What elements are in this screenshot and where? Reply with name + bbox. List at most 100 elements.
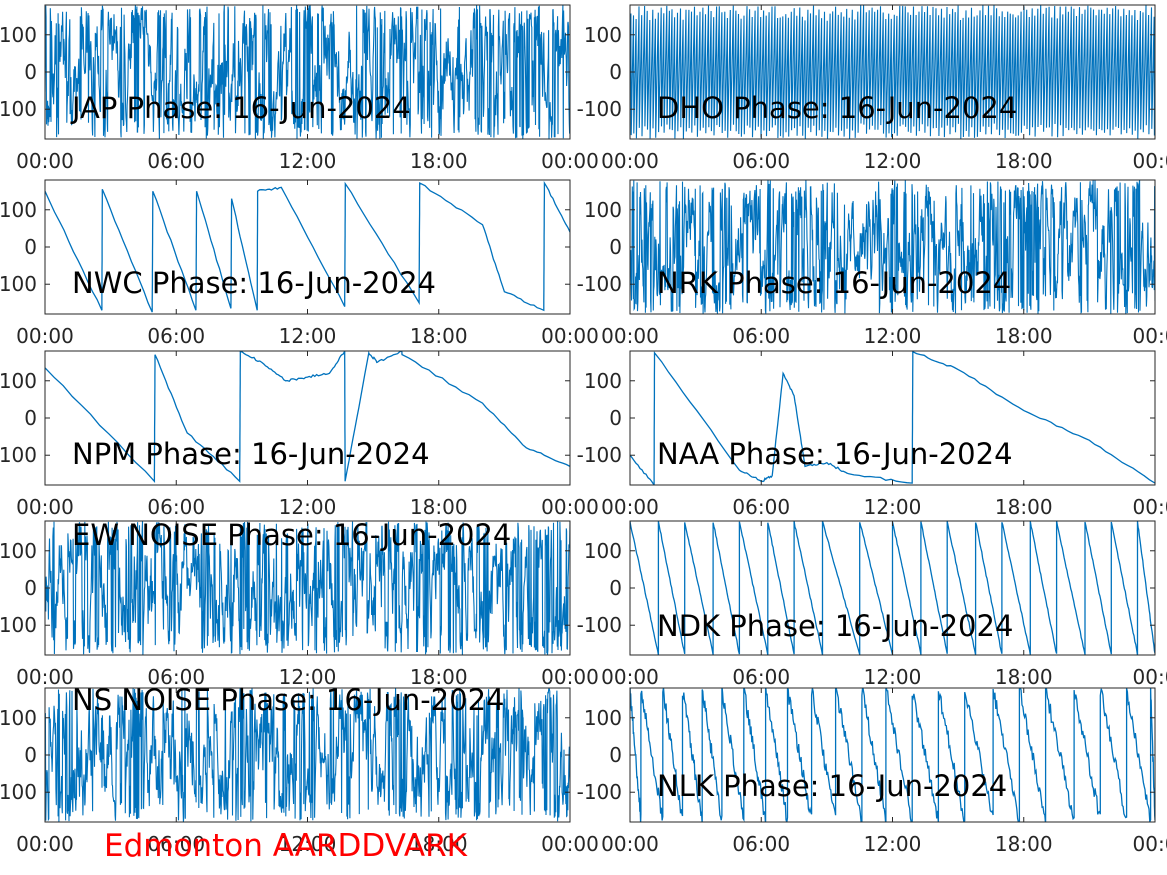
x-tick-label: 18:00 — [410, 665, 468, 689]
phase-series-line — [45, 351, 570, 483]
subplot-title: NAA Phase: 16-Jun-2024 — [657, 437, 1013, 471]
y-tick-label: -100 — [577, 97, 622, 121]
x-tick-label: 00:00 — [601, 665, 659, 689]
x-tick-label: 00:0 — [1133, 832, 1167, 856]
phase-series-line — [45, 5, 570, 139]
x-tick-label: 00:00 — [601, 495, 659, 519]
station-title: Edmonton AARDDVARK — [104, 828, 468, 864]
x-tick-label: 00:00 — [16, 665, 74, 689]
x-tick-label: 06:00 — [732, 324, 790, 348]
y-tick-label: 0 — [609, 235, 622, 259]
y-tick-label: 0 — [24, 743, 37, 767]
x-tick-label: 00:00 — [16, 149, 74, 173]
y-tick-label: 100 — [0, 539, 37, 563]
x-tick-label: 18:00 — [410, 149, 468, 173]
x-tick-label: 06:00 — [147, 665, 205, 689]
x-tick-label: 18:00 — [410, 324, 468, 348]
phase-series-line — [45, 521, 570, 655]
y-tick-label: 100 — [0, 272, 37, 296]
x-tick-label: 00:00 — [16, 832, 74, 856]
x-tick-label: 12:00 — [279, 495, 337, 519]
y-tick-label: 100 — [0, 97, 37, 121]
x-tick-label: 00:00 — [541, 832, 599, 856]
subplot-title: JAP Phase: 16-Jun-2024 — [70, 91, 411, 125]
y-tick-label: -100 — [577, 613, 622, 637]
subplot-title: NRK Phase: 16-Jun-2024 — [657, 266, 1011, 300]
y-tick-label: -100 — [577, 443, 622, 467]
subplot-title: NPM Phase: 16-Jun-2024 — [72, 437, 430, 471]
x-tick-label: 00:00 — [601, 149, 659, 173]
x-tick-label: 00:0 — [1133, 495, 1167, 519]
x-tick-label: 18:00 — [995, 665, 1053, 689]
subplot-7: 100 0 -100 00:00 06:00 12:00 18:00 00:0 NDK Phas… — [577, 520, 1167, 689]
y-tick-label: -100 — [577, 272, 622, 296]
y-tick-label: 100 — [0, 613, 37, 637]
y-tick-label: 0 — [609, 60, 622, 84]
x-tick-label: 00:00 — [601, 324, 659, 348]
subplot-title: NWC Phase: 16-Jun-2024 — [72, 266, 436, 300]
y-tick-label: 100 — [584, 706, 622, 730]
x-tick-label: 00:00 — [541, 149, 599, 173]
y-tick-label: 100 — [584, 539, 622, 563]
x-tick-label: 00:00 — [541, 495, 599, 519]
x-tick-label: 12:00 — [279, 665, 337, 689]
subplot-0: 100 0 100 00:00 06:00 12:00 18:00 00:00 JAP Phas… — [0, 4, 599, 173]
phase-series-line — [630, 351, 1155, 485]
y-tick-label: 100 — [0, 706, 37, 730]
x-tick-label: 00:0 — [1133, 149, 1167, 173]
x-tick-label: 06:00 — [732, 832, 790, 856]
x-tick-label: 06:00 — [147, 149, 205, 173]
y-tick-label: 0 — [24, 406, 37, 430]
phase-series-line — [630, 521, 1155, 655]
x-tick-label: 18:00 — [410, 832, 468, 856]
subplot-4: 100 0 100 00:00 06:00 12:00 18:00 00:00 NPM Phas… — [0, 350, 599, 519]
phase-series-line — [45, 180, 570, 313]
x-tick-label: 18:00 — [995, 832, 1053, 856]
y-tick-label: 100 — [0, 780, 37, 804]
x-tick-label: 00:00 — [541, 324, 599, 348]
y-tick-label: 100 — [584, 198, 622, 222]
x-tick-label: 00:00 — [16, 324, 74, 348]
x-tick-label: 18:00 — [995, 324, 1053, 348]
x-tick-label: 06:00 — [732, 495, 790, 519]
y-tick-label: 0 — [24, 235, 37, 259]
x-tick-label: 12:00 — [279, 832, 337, 856]
subplot-3: 100 0 -100 00:00 06:00 12:00 18:00 00:0 NRK Phas… — [577, 179, 1167, 348]
subplot-title: EW NOISE Phase: 16-Jun-2024 — [72, 518, 511, 552]
x-tick-label: 12:00 — [279, 149, 337, 173]
y-tick-label: 100 — [584, 23, 622, 47]
subplot-6: 100 0 100 00:00 06:00 12:00 18:00 00:00 EW NOISE… — [0, 518, 599, 689]
x-tick-label: 00:00 — [601, 832, 659, 856]
x-tick-label: 18:00 — [995, 495, 1053, 519]
subplot-1: 100 0 -100 00:00 06:00 12:00 18:00 00:0 DHO Phas… — [577, 4, 1167, 173]
x-tick-label: 06:00 — [147, 495, 205, 519]
x-tick-label: 12:00 — [864, 495, 922, 519]
y-tick-label: 100 — [0, 23, 37, 47]
y-tick-label: 100 — [0, 443, 37, 467]
y-tick-label: 0 — [24, 576, 37, 600]
x-tick-label: 06:00 — [147, 832, 205, 856]
x-tick-label: 00:00 — [541, 665, 599, 689]
x-tick-label: 12:00 — [864, 324, 922, 348]
phase-series-line — [630, 5, 1155, 139]
subplot-title: NLK Phase: 16-Jun-2024 — [657, 769, 1007, 803]
y-tick-label: 100 — [0, 369, 37, 393]
subplot-title: NDK Phase: 16-Jun-2024 — [657, 609, 1013, 643]
x-tick-label: 18:00 — [410, 495, 468, 519]
y-tick-label: 100 — [584, 369, 622, 393]
phase-series-line — [45, 688, 570, 822]
y-tick-label: 100 — [0, 198, 37, 222]
y-tick-label: 0 — [609, 406, 622, 430]
x-tick-label: 12:00 — [864, 149, 922, 173]
y-tick-label: 0 — [609, 576, 622, 600]
subplot-5: 100 0 -100 00:00 06:00 12:00 18:00 00:0 NAA Phas… — [577, 350, 1167, 519]
x-tick-label: 00:0 — [1133, 665, 1167, 689]
subplot-9: 100 0 -100 00:00 06:00 12:00 18:00 00:0 NLK Phas… — [577, 687, 1167, 856]
x-tick-label: 12:00 — [864, 665, 922, 689]
x-tick-label: 12:00 — [864, 832, 922, 856]
x-tick-label: 06:00 — [732, 665, 790, 689]
x-tick-label: 06:00 — [732, 149, 790, 173]
subplot-title: DHO Phase: 16-Jun-2024 — [657, 91, 1017, 125]
